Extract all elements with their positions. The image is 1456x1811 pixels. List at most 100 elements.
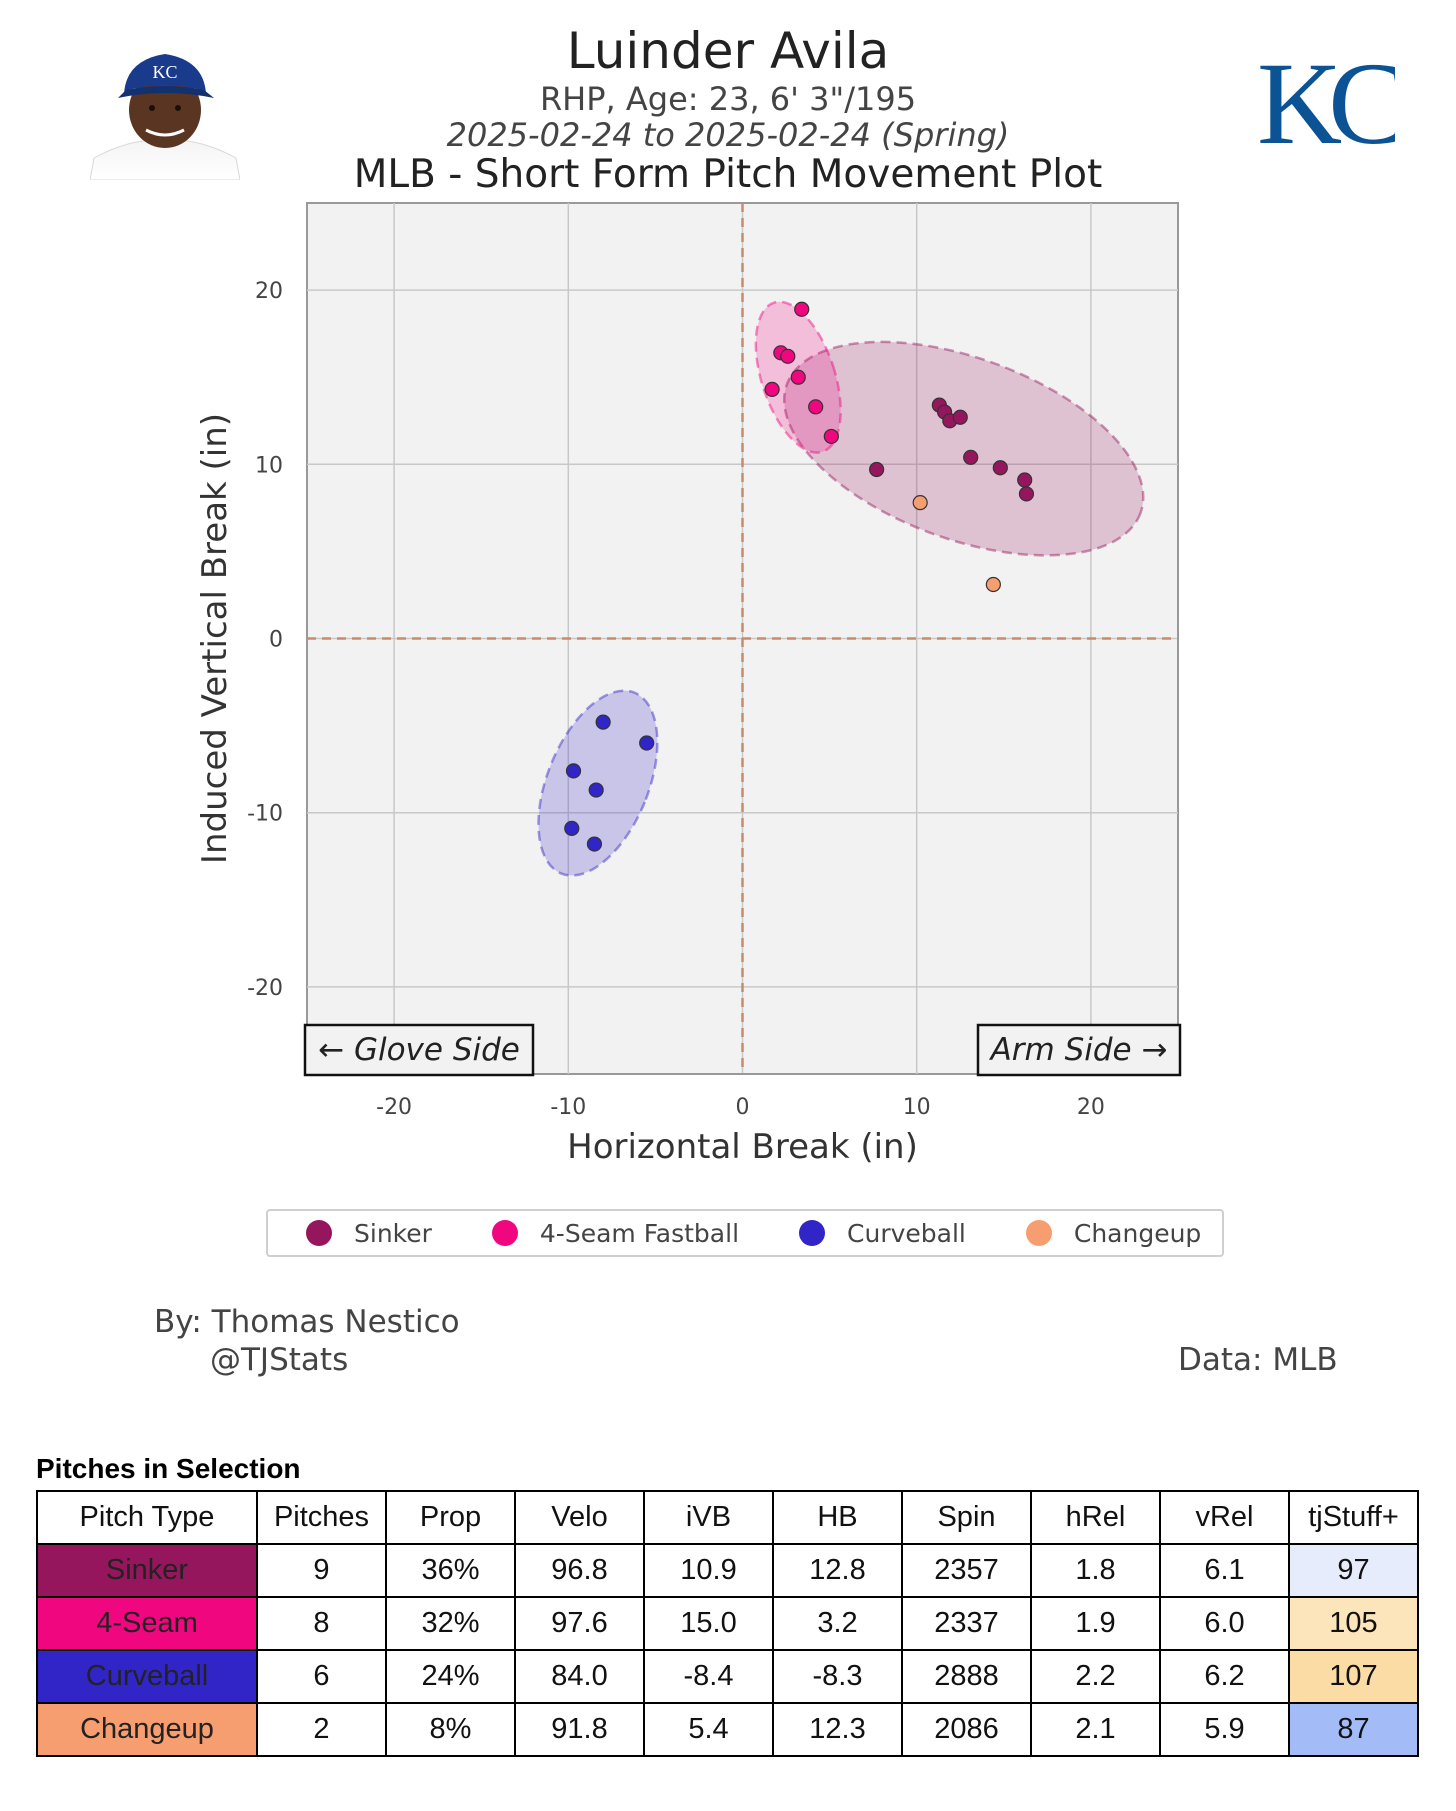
4-seam-fastball-point (823, 428, 839, 445)
table-cell: 91.8 (514, 1702, 645, 1757)
4-seam-fastball-point (780, 348, 796, 364)
curveball-point (639, 735, 655, 751)
tjstuff-cell: 87 (1288, 1702, 1419, 1757)
pitch-movement-chart: -20 -10 0 10 20 -20 -10 0 10 20 ← Glove Side Arm S… (195, 202, 1182, 1167)
legend-label: Changeup (1073, 1218, 1202, 1248)
y-axis-label: Induced Vertical Break (in) (195, 413, 235, 864)
table-cell: -8.4 (643, 1649, 774, 1704)
column-header: HB (772, 1490, 903, 1545)
sinker-point (1017, 472, 1033, 488)
table-cell: 24% (385, 1649, 516, 1704)
pitch-type-cell: 4-Seam (36, 1596, 258, 1651)
x-axis-label: Horizontal Break (in) (567, 1127, 918, 1167)
table-cell: 8% (385, 1702, 516, 1757)
sinker-point (952, 409, 968, 425)
table-cell: 5.4 (643, 1702, 774, 1757)
table-cell: 8 (256, 1596, 387, 1651)
table-cell: 5.9 (1159, 1702, 1290, 1757)
tick-labels: -20 -10 0 10 20 -20 -10 0 10 20 (247, 279, 1105, 1120)
table-cell: 2.1 (1030, 1702, 1161, 1757)
legend-label: 4-Seam Fastball (539, 1218, 740, 1248)
player-bio: RHP, Age: 23, 6' 3"/195 (539, 80, 917, 118)
player-headshot-image: KC (90, 54, 240, 180)
y-tick-label: 20 (255, 279, 283, 304)
column-header: Spin (901, 1490, 1032, 1545)
team-logo-icon: KC (1257, 38, 1395, 169)
sinker-point (1018, 486, 1035, 502)
curveball-point (565, 763, 582, 779)
table-cell: 12.8 (772, 1543, 903, 1598)
side-annotations: ← Glove Side Arm Side → (303, 1023, 1182, 1077)
legend-marker-icon (799, 1220, 826, 1246)
table-cell: 2 (256, 1702, 387, 1757)
cap-logo-icon: KC (152, 62, 177, 82)
pitch-type-cell: Sinker (36, 1543, 258, 1598)
column-header: Pitch Type (36, 1490, 258, 1545)
sinker-ellipse (782, 340, 1145, 557)
zero-lines (307, 203, 1178, 1074)
legend-item: Sinker (306, 1219, 432, 1248)
arm-side-label: Arm Side → (989, 1032, 1168, 1068)
pitch-type-cell: Curveball (36, 1649, 258, 1704)
table-cell: 12.3 (772, 1702, 903, 1757)
table-cell: 1.9 (1030, 1596, 1161, 1651)
y-tick-label: -10 (247, 802, 283, 827)
pitch-type-cell: Changeup (36, 1702, 258, 1757)
table-cell: 6.2 (1159, 1649, 1290, 1704)
table-cell: 1.8 (1030, 1543, 1161, 1598)
table-row: Sinker 9 36% 96.8 10.9 12.8 2357 1.8 6.1 97 (36, 1543, 1419, 1598)
table-cell: 2086 (901, 1702, 1032, 1757)
glove-side-label: ← Glove Side (318, 1032, 520, 1068)
table-row: Curveball 6 24% 84.0 -8.4 -8.3 2888 2.2 6.2 107 (36, 1649, 1419, 1704)
sinker-point (963, 449, 979, 465)
glove-side-box (303, 1023, 535, 1077)
legend-label: Sinker (354, 1218, 432, 1248)
legend-marker-icon (491, 1220, 518, 1246)
4-seam-fastball-point (794, 301, 810, 317)
table-row: Changeup 2 8% 91.8 5.4 12.3 2086 2.1 5.9 87 (36, 1702, 1419, 1757)
sinker-point (992, 460, 1008, 476)
table-header-row: Pitch Type Pitches Prop Velo iVB HB Spin hRel vR… (36, 1490, 1419, 1545)
column-header: Velo (514, 1490, 645, 1545)
legend-item: 4-Seam Fastball (491, 1218, 740, 1248)
x-tick-label: 20 (1077, 1095, 1105, 1120)
table-caption: Pitches in Selection (36, 1453, 301, 1484)
legend-marker-icon (306, 1220, 332, 1246)
table-cell: 2888 (901, 1649, 1032, 1704)
table-row: 4-Seam 8 32% 97.6 15.0 3.2 2337 1.9 6.0 105 (36, 1596, 1419, 1651)
column-header: iVB (643, 1490, 774, 1545)
curveball-point (588, 782, 604, 798)
y-tick-label: -20 (247, 976, 283, 1001)
svg-text:KC: KC (1257, 38, 1395, 169)
arm-side-box (976, 1023, 1182, 1077)
table-cell: 2337 (901, 1596, 1032, 1651)
table-cell: 6.0 (1159, 1596, 1290, 1651)
credit-author: By: Thomas Nestico (154, 1304, 460, 1340)
date-range: 2025-02-24 to 2025-02-24 (Spring) (446, 116, 1010, 154)
column-header: tjStuff+ (1288, 1490, 1419, 1545)
table-cell: 10.9 (643, 1543, 774, 1598)
changeup-point (985, 576, 1001, 593)
y-tick-label: 0 (269, 628, 283, 653)
column-header: vRel (1159, 1490, 1290, 1545)
tjstuff-cell: 105 (1288, 1596, 1419, 1651)
curveball-point (595, 714, 611, 730)
legend-item: Curveball (799, 1219, 966, 1248)
credit-handle: @TJStats (210, 1342, 349, 1378)
table-cell: 2.2 (1030, 1649, 1161, 1704)
plot-title: MLB - Short Form Pitch Movement Plot (353, 152, 1103, 197)
chart-legend: Sinker 4-Seam Fastball Curveball Changeup (266, 1209, 1224, 1257)
table-cell: 9 (256, 1543, 387, 1598)
tjstuff-cell: 97 (1288, 1543, 1419, 1598)
column-header: Prop (385, 1490, 516, 1545)
changeup-point (912, 495, 928, 511)
tjstuff-cell: 107 (1288, 1649, 1419, 1704)
curveball-point (564, 820, 580, 836)
x-tick-label: -20 (376, 1095, 412, 1120)
y-tick-label: 10 (255, 453, 283, 478)
table-cell: 84.0 (514, 1649, 645, 1704)
table-cell: 32% (385, 1596, 516, 1651)
table-cell: 6.1 (1159, 1543, 1290, 1598)
credit-data-source: Data: MLB (1178, 1342, 1338, 1378)
legend-item: Changeup (1025, 1218, 1202, 1248)
